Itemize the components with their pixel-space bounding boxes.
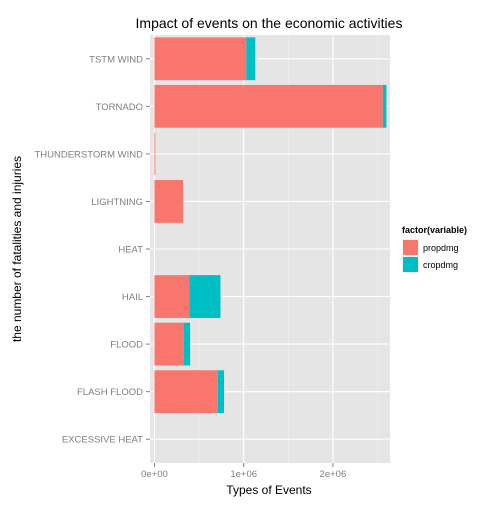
legend-title: factor(variable) [402, 225, 467, 235]
y-tick-label: TORNADO [96, 102, 143, 113]
bar-cropdmg [246, 37, 256, 81]
y-tick-label: HAIL [122, 292, 143, 303]
y-tick-label: FLOOD [110, 340, 143, 351]
bar-cropdmg [217, 370, 225, 414]
legend-label-cropdmg: cropdmg [423, 260, 458, 270]
y-tick-label: FLASH FLOOD [77, 387, 143, 398]
bar-propdmg [154, 322, 184, 366]
x-axis-title: Types of Events [226, 483, 311, 497]
x-axis-ticks: 0e+00 1e+06 2e+06 [141, 463, 346, 480]
bar-propdmg [154, 37, 247, 81]
y-tick-label: TSTM WIND [89, 54, 143, 65]
y-tick-label: EXCESSIVE HEAT [62, 435, 143, 446]
chart-title: Impact of events on the economic activit… [136, 15, 403, 31]
bar-propdmg [154, 84, 383, 128]
bar-propdmg [154, 180, 184, 223]
bar-propdmg [154, 132, 156, 176]
y-axis-ticks: TSTM WIND TORNADO THUNDERSTORM WIND LIGHTNI… [34, 54, 150, 446]
y-tick-label: HEAT [118, 245, 143, 256]
legend-label-propdmg: propdmg [423, 243, 459, 253]
legend: factor(variable) propdmg cropdmg [402, 225, 467, 273]
bar-cropdmg [382, 84, 387, 128]
y-tick-label: LIGHTNING [91, 197, 143, 208]
x-tick-label: 0e+00 [141, 469, 168, 480]
bar-cropdmg [183, 322, 191, 366]
bar-propdmg [154, 275, 190, 318]
legend-swatch-propdmg [403, 240, 418, 255]
bar-propdmg [154, 370, 218, 414]
y-axis-title: the number of fatalities and injuries [10, 156, 24, 342]
bars [154, 37, 387, 414]
y-tick-label: THUNDERSTORM WIND [34, 149, 143, 160]
x-tick-label: 2e+06 [320, 469, 347, 480]
bar-cropdmg [189, 275, 221, 318]
x-tick-label: 1e+06 [230, 469, 257, 480]
legend-swatch-cropdmg [403, 257, 418, 272]
